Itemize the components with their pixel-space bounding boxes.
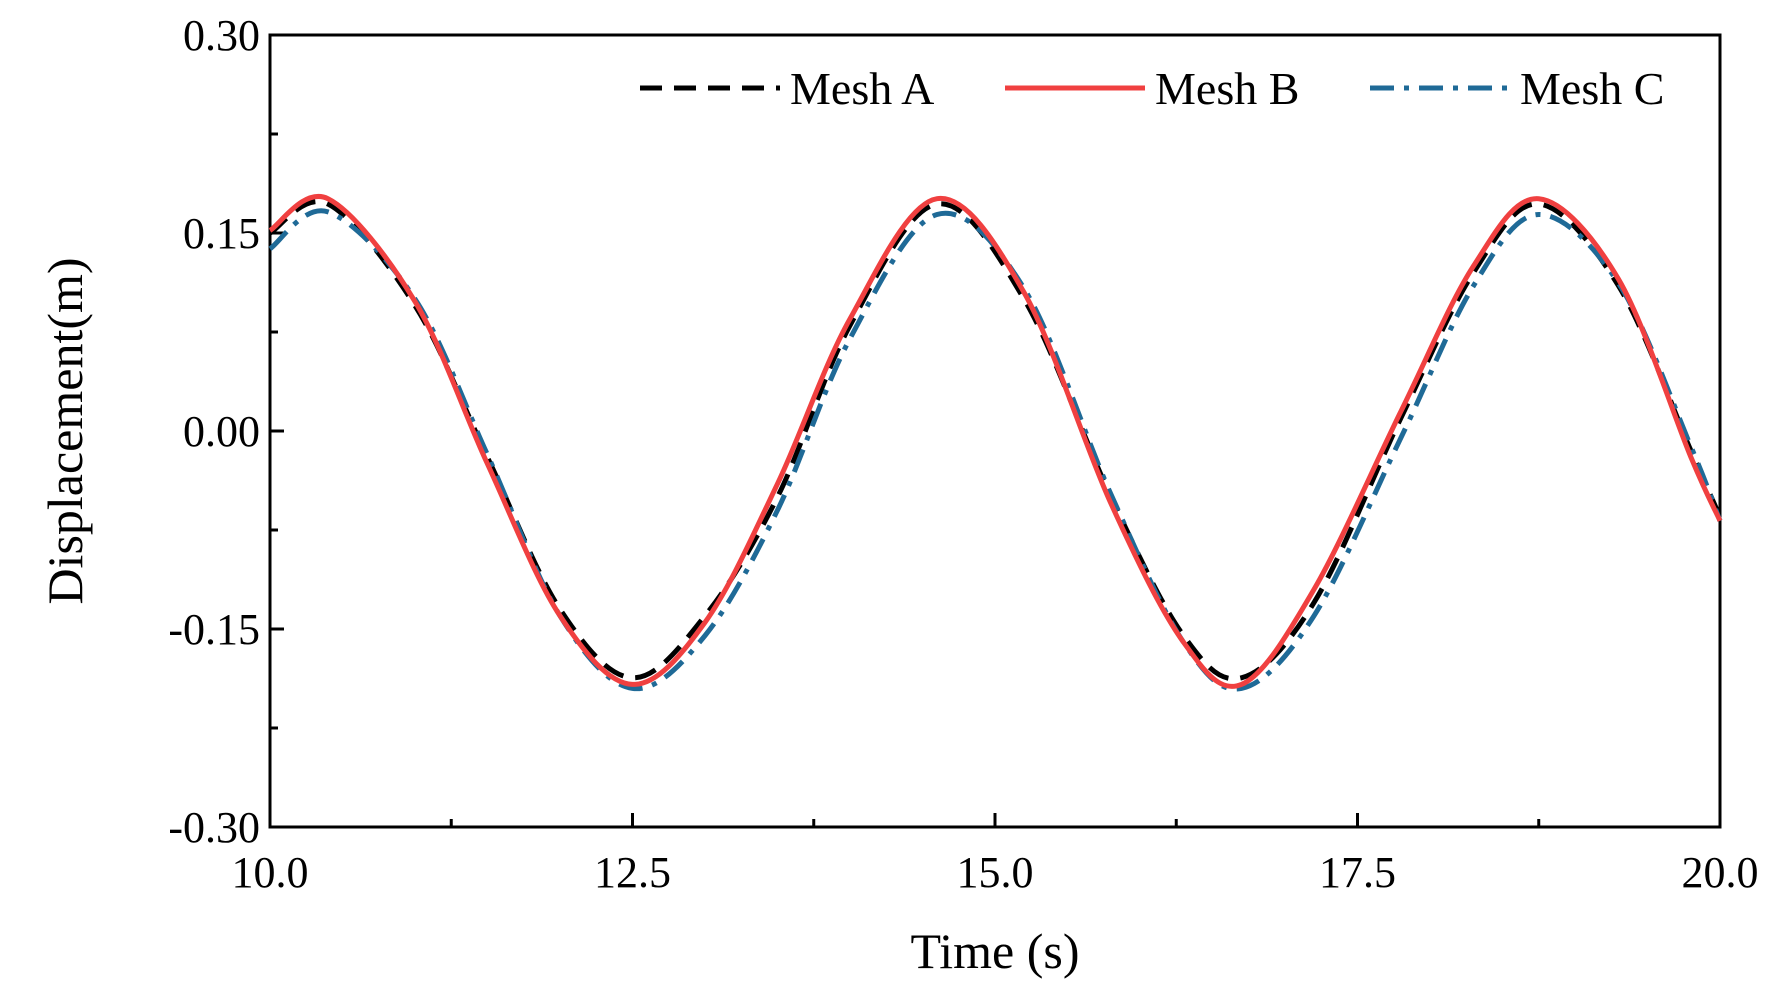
legend-label-mesh-b: Mesh B <box>1155 63 1299 114</box>
y-tick-label: 0.00 <box>183 407 260 456</box>
x-tick-label: 12.5 <box>594 848 671 897</box>
series-line-mesh-c <box>268 208 1723 692</box>
legend-label-mesh-a: Mesh A <box>790 63 934 114</box>
series-layer <box>268 194 1723 692</box>
x-tick-label: 20.0 <box>1682 848 1759 897</box>
y-axis-ticks: -0.30 -0.15 0.00 0.15 0.30 <box>168 11 284 852</box>
series-line-mesh-b <box>268 194 1723 689</box>
x-axis-title: Time (s) <box>910 923 1079 979</box>
y-axis-title: Displacement(m) <box>37 257 93 604</box>
y-tick-label: -0.30 <box>168 803 260 852</box>
x-tick-label: 10.0 <box>232 848 309 897</box>
x-tick-label: 15.0 <box>957 848 1034 897</box>
y-tick-label: 0.15 <box>183 209 260 258</box>
y-tick-label: 0.30 <box>183 11 260 60</box>
y-tick-label: -0.15 <box>168 605 260 654</box>
legend: Mesh A Mesh B Mesh C <box>640 63 1664 114</box>
x-tick-label: 17.5 <box>1319 848 1396 897</box>
legend-label-mesh-c: Mesh C <box>1520 63 1664 114</box>
plot-frame <box>268 33 1722 829</box>
x-axis-ticks: 10.0 12.5 15.0 17.5 20.0 <box>232 813 1759 897</box>
series-line-mesh-a <box>268 199 1723 682</box>
